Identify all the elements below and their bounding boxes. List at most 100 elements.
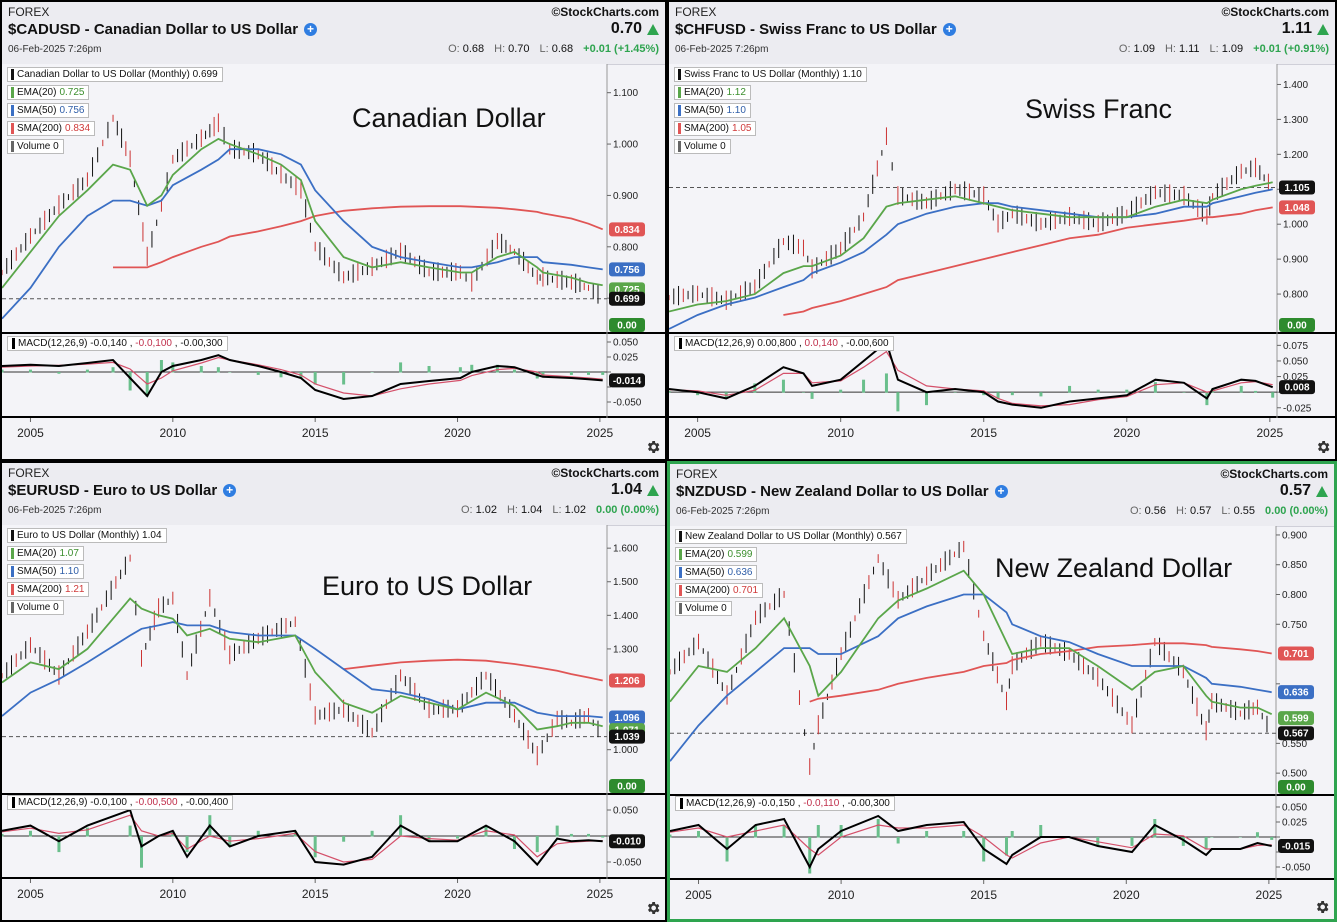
high-value: 0.57 [1189, 505, 1212, 517]
chart-panel-nzdusd[interactable]: FOREX ©StockCharts.com $NZDUSD - New Zea… [667, 461, 1337, 922]
change-value: 0.00 (0.00%) [596, 504, 659, 516]
legend-sma200[interactable]: SMA(200) 1.05 [674, 121, 757, 136]
legend-sma200-name: SMA(200) [17, 123, 63, 134]
macd-histogram-bar [1010, 392, 1014, 396]
volume-badge-label: 0.00 [1287, 321, 1307, 332]
macd-legend[interactable]: MACD(12,26,9) 0.00,800 , 0.0,140 , -0.00… [674, 336, 894, 352]
chart-panel-chfusd[interactable]: FOREX ©StockCharts.com $CHFUSD - Swiss F… [667, 0, 1337, 461]
up-arrow-icon [647, 484, 659, 496]
gear-icon[interactable] [645, 439, 661, 455]
legend-ema20[interactable]: EMA(20) 0.599 [675, 547, 758, 562]
add-symbol-icon[interactable]: + [942, 23, 956, 36]
legend-sma200-value: 0.834 [65, 123, 91, 134]
add-symbol-icon[interactable]: + [304, 23, 318, 36]
price-chart[interactable]: 1.400 1.300 1.200 1.000 0.900 0.800 0.075 0.050… [669, 64, 1335, 459]
gear-icon[interactable] [1314, 899, 1330, 915]
macd-legend[interactable]: MACD(12,26,9) -0.0,140 , -0.0,100 , -0.0… [7, 336, 228, 352]
chart-annotation: New Zealand Dollar [995, 553, 1233, 583]
sma50-badge-label: 0.636 [1283, 688, 1308, 699]
legend-volume[interactable]: Volume 0 [674, 139, 731, 154]
chart-panel-cadusd[interactable]: FOREX ©StockCharts.com $CADUSD - Canadia… [0, 0, 667, 461]
date-label: 06-Feb-2025 7:26pm [8, 505, 102, 516]
legend-ema20[interactable]: EMA(20) 1.12 [674, 85, 751, 100]
gear-icon[interactable] [645, 900, 661, 916]
macd-tick-label: -0.050 [613, 398, 642, 409]
legend-price[interactable]: Canadian Dollar to US Dollar (Monthly) 0… [7, 67, 223, 82]
open-value: 1.09 [1133, 43, 1155, 55]
x-tick-label: 2020 [1113, 888, 1140, 902]
change-value: +0.01 (+0.91%) [1253, 43, 1329, 55]
macd-histogram-bar [279, 372, 283, 378]
x-tick-label: 2015 [302, 887, 329, 901]
low-value: 0.68 [551, 43, 574, 55]
legend-sma50[interactable]: SMA(50) 0.756 [7, 103, 90, 118]
legend-ema-value: 1.12 [726, 87, 746, 98]
legend-ema20[interactable]: EMA(20) 1.07 [7, 546, 84, 561]
symbol-title: $EURUSD - Euro to US Dollar [8, 482, 218, 499]
macd-signal-value: 0.0,140 [804, 338, 838, 350]
legend-sma50[interactable]: SMA(50) 0.636 [675, 565, 758, 580]
legend-ema-value: 1.07 [59, 548, 79, 559]
macd-badge-label: -0.015 [1282, 842, 1311, 853]
x-tick-label: 2025 [1256, 426, 1283, 440]
macd-histogram-bar [1271, 392, 1275, 398]
x-tick-label: 2025 [587, 426, 614, 440]
legend-sma50[interactable]: SMA(50) 1.10 [674, 103, 751, 118]
sma50-line [2, 621, 603, 719]
add-symbol-icon[interactable]: + [223, 484, 237, 497]
legend-ema20[interactable]: EMA(20) 0.725 [7, 85, 90, 100]
macd-histogram-bar [256, 372, 260, 375]
legend-price[interactable]: New Zealand Dollar to US Dollar (Monthly… [675, 529, 907, 544]
macd-histogram-bar [782, 825, 786, 838]
macd-histogram-bar [495, 364, 499, 373]
x-tick-label: 2005 [685, 888, 712, 902]
price-badge-label: 0.567 [1283, 729, 1308, 740]
macd-histogram-bar [427, 366, 431, 373]
add-symbol-icon[interactable]: + [994, 485, 1008, 498]
legend-price[interactable]: Swiss Franc to US Dollar (Monthly) 1.10 [674, 67, 867, 82]
macd-histogram-bar [228, 372, 232, 373]
macd-histogram-bar [586, 833, 590, 837]
volume-badge [609, 318, 645, 332]
y-tick-label: 1.000 [613, 140, 638, 151]
legend-volume[interactable]: Volume 0 [7, 600, 64, 615]
macd-histogram-bar [808, 837, 812, 874]
legend-ema-value: 0.599 [727, 549, 753, 560]
legend-sma200[interactable]: SMA(200) 1.21 [7, 582, 90, 597]
macd-name: MACD(12,26,9) [686, 798, 756, 810]
macd-histogram-bar [2, 833, 4, 837]
macd-value: -0.0,140 [90, 338, 127, 350]
gear-icon[interactable] [1315, 439, 1331, 455]
legend-volume[interactable]: Volume 0 [7, 139, 64, 154]
price-chart[interactable]: 1.1001.0000.9000.8000.7000.0500.025-0.05… [2, 64, 665, 459]
sma200-line [783, 206, 1273, 316]
ema-badge-label: 0.599 [1283, 714, 1308, 725]
macd-histogram-bar [1096, 389, 1100, 393]
last-price: 0.70 [611, 20, 659, 38]
volume-badge-label: 0.00 [617, 321, 637, 332]
legend-volume[interactable]: Volume 0 [675, 601, 732, 616]
macd-histogram-bar [370, 830, 374, 837]
legend-price[interactable]: Euro to US Dollar (Monthly) 1.04 [7, 528, 167, 543]
macd-value: 0.00,800 [757, 338, 797, 350]
high-key: H: [1175, 505, 1187, 517]
legend-sma200[interactable]: SMA(200) 0.701 [675, 583, 764, 598]
legend-sma200[interactable]: SMA(200) 0.834 [7, 121, 96, 136]
chart-panel-eurusd[interactable]: FOREX ©StockCharts.com $EURUSD - Euro to… [0, 461, 667, 922]
macd-legend[interactable]: MACD(12,26,9) -0.0,150 , -0.0,110 , -0.0… [675, 796, 895, 812]
macd-histogram-bar [996, 392, 1000, 399]
volume-badge [1279, 318, 1315, 332]
macd-histogram-bar [696, 392, 700, 396]
legend-sma50[interactable]: SMA(50) 1.10 [7, 564, 84, 579]
macd-histogram-bar [85, 369, 89, 373]
legend-sma50-value: 1.10 [726, 105, 746, 116]
macd-hist-value: -0.00,300 [847, 798, 890, 810]
legend-sma200-value: 1.21 [65, 584, 85, 595]
price-badge-label: 0.699 [614, 294, 639, 305]
macd-legend[interactable]: MACD(12,26,9) -0.0,100 , -0.00,500 , -0.… [7, 795, 234, 811]
sma200-line [113, 205, 604, 269]
open-key: O: [1129, 505, 1142, 517]
macd-histogram-bar [697, 831, 701, 838]
macd-histogram-bar [586, 372, 590, 375]
ema-badge [1278, 711, 1314, 726]
